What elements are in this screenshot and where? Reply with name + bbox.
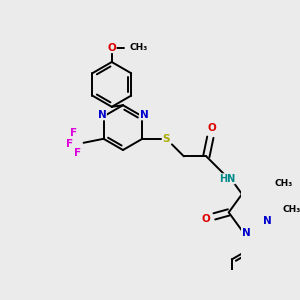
Text: O: O [202, 214, 211, 224]
Text: O: O [107, 43, 116, 52]
Text: F: F [66, 139, 73, 148]
Text: F: F [70, 128, 77, 138]
Text: CH₃: CH₃ [275, 179, 293, 188]
Text: N: N [242, 228, 250, 238]
Text: HN: HN [219, 174, 235, 184]
Text: CH₃: CH₃ [129, 43, 148, 52]
Text: N: N [263, 216, 272, 226]
Text: O: O [208, 123, 216, 134]
Text: F: F [74, 148, 81, 158]
Text: CH₃: CH₃ [283, 205, 300, 214]
Text: S: S [163, 134, 170, 144]
Text: N: N [140, 110, 148, 120]
Text: N: N [98, 110, 106, 120]
